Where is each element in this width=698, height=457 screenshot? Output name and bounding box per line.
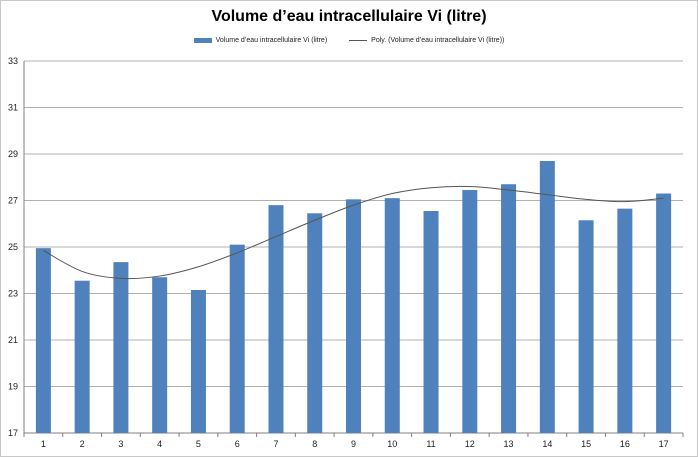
chart-legend: Volume d’eau intracellulaire Vi (litre) … [0,37,698,44]
x-tick-label: 1 [41,439,46,449]
bar-14 [539,160,555,433]
trendline [43,185,664,280]
legend-label-bars: Volume d’eau intracellulaire Vi (litre) [215,37,328,44]
x-tick-label: 5 [196,439,201,449]
x-tick-label: 6 [235,439,240,449]
y-tick-label: 29 [8,149,18,159]
x-tick-label: 2 [80,439,85,449]
bar-6 [229,244,245,433]
bar-1 [35,248,51,433]
bar-9 [346,199,361,433]
legend-item-bars: Volume d’eau intracellulaire Vi (litre) [193,37,328,44]
bar-13 [501,184,517,433]
x-tick-label: 12 [465,439,475,449]
legend-label-trend: Poly. (Volume d’eau intracellulaire Vi (… [371,37,505,44]
y-tick-label: 27 [8,196,18,206]
x-tick-label: 8 [312,439,317,449]
legend-item-trend: Poly. (Volume d’eau intracellulaire Vi (… [349,37,504,44]
x-tick-label: 17 [659,439,669,449]
x-tick-label: 14 [542,439,552,449]
y-tick-label: 31 [8,103,18,113]
bar-3 [113,262,129,433]
x-tick-label: 13 [504,439,514,449]
y-tick-label: 23 [8,289,18,299]
chart-title: Volume d’eau intracellulaire Vi (litre) [211,8,487,25]
x-tick-label: 10 [387,439,397,449]
x-tick-label: 15 [581,439,591,449]
bar-8 [307,213,323,433]
legend-swatch-bars [193,38,212,43]
bar-7 [268,205,284,433]
bar-5 [190,290,206,433]
x-tick-label: 3 [118,439,123,449]
x-tick-label: 4 [157,439,162,449]
bar-10 [384,198,400,433]
y-tick-label: 25 [8,242,18,252]
legend-swatch-trend [349,40,368,41]
x-tick-label: 16 [620,439,630,449]
y-tick-label: 33 [8,56,18,66]
y-tick-label: 21 [8,335,18,345]
bar-2 [74,280,90,433]
bar-4 [152,277,168,433]
x-tick-label: 7 [273,439,278,449]
x-tick-label: 11 [426,439,435,449]
bar-16 [617,208,633,433]
bar-17 [656,193,672,433]
x-tick-label: 9 [351,439,356,449]
y-tick-label: 19 [8,382,18,392]
bar-15 [578,220,594,433]
y-tick-label: 17 [8,428,18,438]
bar-12 [462,190,478,433]
bar-11 [423,210,439,433]
